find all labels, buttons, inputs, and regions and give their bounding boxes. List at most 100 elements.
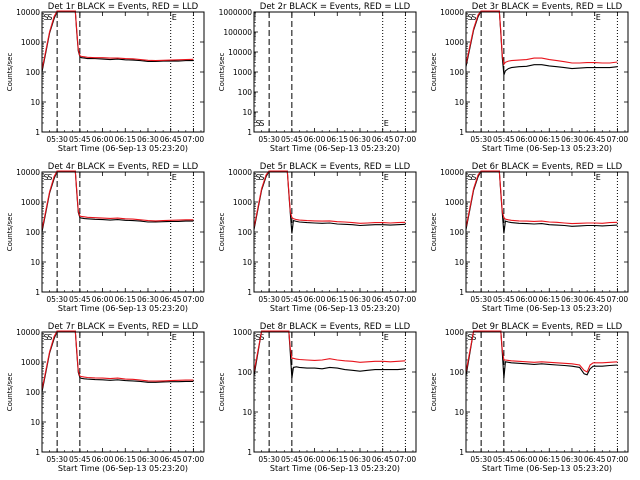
x-tick-label: 05:45 xyxy=(493,295,515,304)
end-marker: E xyxy=(384,333,389,342)
series-lld-line xyxy=(253,330,406,373)
x-tick-label: 06:45 xyxy=(584,455,606,464)
x-axis-label: Start Time (06-Sep-13 05:23:20) xyxy=(270,464,400,473)
start-marker: S xyxy=(468,13,473,22)
y-tick-label: 100 xyxy=(238,88,253,97)
y-tick-label: 1000 xyxy=(445,198,464,207)
chart-title: Det 7r BLACK = Events, RED = LLD xyxy=(48,322,199,332)
x-tick-label: 06:45 xyxy=(584,295,606,304)
x-tick-label: 05:30 xyxy=(470,455,492,464)
plot-frame xyxy=(253,171,417,293)
x-tick-label: 05:45 xyxy=(281,455,303,464)
start-marker: S xyxy=(256,173,261,182)
start-marker-2: S xyxy=(47,13,52,22)
y-axis-label: Counts/sec xyxy=(430,373,438,412)
x-axis-label: Start Time (06-Sep-13 05:23:20) xyxy=(270,144,400,153)
x-tick-label: 06:15 xyxy=(326,135,348,144)
x-tick-label: 05:30 xyxy=(46,135,68,144)
chart-title: Det 5r BLACK = Events, RED = LLD xyxy=(260,162,411,172)
y-tick-label: 100 xyxy=(26,228,41,237)
series-lld-line xyxy=(465,170,618,228)
y-axis-label: Counts/sec xyxy=(6,53,14,92)
y-tick-label: 1000 xyxy=(21,198,40,207)
y-axis-label: Counts/sec xyxy=(430,53,438,92)
x-tick-label: 06:15 xyxy=(114,455,136,464)
y-tick-label: 100 xyxy=(26,68,41,77)
chart-title: Det 4r BLACK = Events, RED = LLD xyxy=(48,162,199,172)
series-lld-line xyxy=(253,170,406,228)
x-axis-label: Start Time (06-Sep-13 05:23:20) xyxy=(270,304,400,313)
chart-title: Det 3r BLACK = Events, RED = LLD xyxy=(472,2,623,12)
x-tick-label: 06:15 xyxy=(538,135,560,144)
x-tick-label: 06:30 xyxy=(349,135,371,144)
chart-title: Det 8r BLACK = Events, RED = LLD xyxy=(260,322,411,332)
end-marker: E xyxy=(596,13,601,22)
x-tick-label: 06:30 xyxy=(561,295,583,304)
x-tick-label: 06:45 xyxy=(372,455,394,464)
y-tick-label: 10 xyxy=(30,258,40,267)
x-tick-label: 06:00 xyxy=(92,455,114,464)
y-tick-label: 10 xyxy=(454,98,464,107)
end-marker: E xyxy=(384,173,389,182)
end-marker: E xyxy=(172,173,177,182)
y-tick-label: 1 xyxy=(459,448,464,457)
x-tick-label: 06:00 xyxy=(516,295,538,304)
y-tick-label: 10000 xyxy=(228,168,252,177)
x-axis-label: Start Time (06-Sep-13 05:23:20) xyxy=(58,464,188,473)
chart-panel-1: Det 1r BLACK = Events, RED = LLD 1 10 100 10… xyxy=(6,2,205,153)
x-tick-label: 06:00 xyxy=(92,135,114,144)
plot-frame xyxy=(253,11,417,133)
series-events-line xyxy=(41,10,194,73)
x-axis-label: Start Time (06-Sep-13 05:23:20) xyxy=(58,304,188,313)
y-tick-label: 1000 xyxy=(21,358,40,367)
x-tick-label: 06:15 xyxy=(326,455,348,464)
x-tick-label: 07:00 xyxy=(607,295,629,304)
plot-frame xyxy=(41,331,205,453)
y-tick-label: 10000 xyxy=(16,168,40,177)
y-tick-label: 100 xyxy=(238,368,253,377)
end-marker: E xyxy=(384,119,389,128)
y-tick-label: 10 xyxy=(242,258,252,267)
chart-panel-3: Det 3r BLACK = Events, RED = LLD 1 10 100 10… xyxy=(430,2,629,153)
start-marker-2: S xyxy=(259,119,264,128)
x-tick-label: 06:15 xyxy=(538,455,560,464)
x-axis-label: Start Time (06-Sep-13 05:23:20) xyxy=(482,144,612,153)
y-tick-label: 1000000 xyxy=(219,8,253,17)
x-tick-label: 06:15 xyxy=(538,295,560,304)
x-tick-label: 06:15 xyxy=(326,295,348,304)
x-tick-label: 07:00 xyxy=(395,295,417,304)
x-tick-label: 06:45 xyxy=(160,455,182,464)
y-tick-label: 1000 xyxy=(233,198,252,207)
series-lld-line xyxy=(465,10,618,66)
y-axis-label: Counts/sec xyxy=(6,213,14,252)
plot-frame xyxy=(41,171,205,293)
x-tick-label: 07:00 xyxy=(183,135,205,144)
x-tick-label: 05:45 xyxy=(69,455,91,464)
x-tick-label: 06:45 xyxy=(160,295,182,304)
x-axis-label: Start Time (06-Sep-13 05:23:20) xyxy=(482,304,612,313)
chart-panel-4: Det 4r BLACK = Events, RED = LLD 1 10 100 10… xyxy=(6,162,205,313)
series-events-line xyxy=(41,170,194,233)
chart-panel-6: Det 6r BLACK = Events, RED = LLD 1 10 100 10… xyxy=(430,162,629,313)
y-tick-label: 100 xyxy=(450,368,465,377)
x-tick-label: 06:00 xyxy=(516,455,538,464)
x-tick-label: 05:30 xyxy=(258,455,280,464)
start-marker: S xyxy=(256,119,261,128)
start-marker-2: S xyxy=(47,333,52,342)
x-tick-label: 06:30 xyxy=(349,295,371,304)
y-axis-label: Counts/sec xyxy=(218,373,226,412)
y-tick-label: 1000 xyxy=(21,38,40,47)
chart-panel-9: Det 9r BLACK = Events, RED = LLD 1 10 100 10… xyxy=(430,322,629,473)
start-marker-2: S xyxy=(471,333,476,342)
plot-frame xyxy=(465,11,629,133)
x-tick-label: 06:00 xyxy=(304,455,326,464)
y-tick-label: 1000 xyxy=(445,328,464,337)
x-tick-label: 07:00 xyxy=(395,135,417,144)
x-tick-label: 07:00 xyxy=(607,135,629,144)
y-axis-label: Counts/sec xyxy=(430,213,438,252)
end-marker: E xyxy=(172,13,177,22)
y-tick-label: 10000 xyxy=(16,328,40,337)
x-tick-label: 06:00 xyxy=(92,295,114,304)
x-tick-label: 05:30 xyxy=(470,135,492,144)
x-tick-label: 05:45 xyxy=(69,295,91,304)
